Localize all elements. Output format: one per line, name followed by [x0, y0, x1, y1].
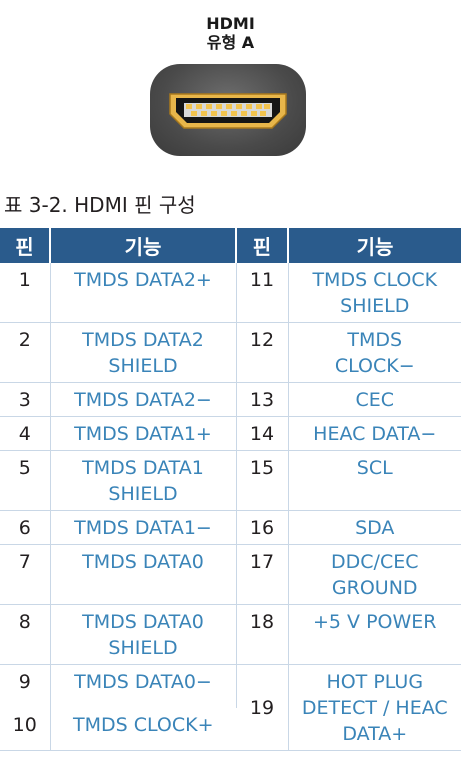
table-row: 8 TMDS DATA0 SHIELD 18 +5 V POWER — [0, 604, 461, 665]
pin-function: TMDS DATA2 SHIELD — [50, 322, 237, 383]
pin-number: 8 — [0, 604, 51, 665]
header-function: 기능 — [50, 228, 237, 263]
pin-function: HEAC DATA− — [288, 416, 461, 451]
table-header-row: 핀 기능 핀 기능 — [0, 228, 461, 263]
table-row: 1 TMDS DATA2+ 11 TMDS CLOCK SHIELD — [0, 263, 461, 323]
table-row: 4 TMDS DATA1+ 14 HEAC DATA− — [0, 416, 461, 451]
table-row: 6 TMDS DATA1− 16 SDA — [0, 510, 461, 545]
pin-function: TMDS DATA0− — [50, 664, 237, 708]
pin-function: TMDS CLOCK− — [288, 322, 461, 383]
hdmi-pin-table: 핀 기능 핀 기능 1 TMDS DATA2+ 11 TMDS CLOCK SH… — [0, 228, 461, 751]
table-row: 5 TMDS DATA1 SHIELD 15 SCL — [0, 450, 461, 511]
pin-function: SDA — [288, 510, 461, 545]
connector-title-line2: 유형 A — [206, 33, 255, 52]
pin-function: TMDS DATA1 SHIELD — [50, 450, 237, 511]
pin-number: 15 — [236, 450, 289, 511]
pin-function: TMDS CLOCK SHIELD — [288, 263, 461, 323]
table-row: 10 TMDS CLOCK+ — [0, 707, 461, 751]
pin-function: DDC/CEC GROUND — [288, 544, 461, 605]
pin-function: TMDS CLOCK+ — [50, 707, 236, 751]
pin-number: 9 — [0, 664, 51, 708]
pin-number: 6 — [0, 510, 51, 545]
pin-number: 10 — [0, 707, 51, 751]
table-row: 9 TMDS DATA0− 19 HOT PLUG DETECT / HEAC … — [0, 664, 461, 751]
connector-title-line1: HDMI — [206, 14, 255, 33]
pin-function: CEC — [288, 382, 461, 417]
table-caption: 표 3-2. HDMI 핀 구성 — [4, 193, 196, 217]
table-row: 3 TMDS DATA2− 13 CEC — [0, 382, 461, 417]
pin-number: 7 — [0, 544, 51, 605]
connector-title: HDMI 유형 A — [0, 14, 461, 52]
pin-number: 18 — [236, 604, 289, 665]
pin-function: TMDS DATA2− — [50, 382, 237, 417]
pin-number: 13 — [236, 382, 289, 417]
pin-number: 4 — [0, 416, 51, 451]
pin-number: 17 — [236, 544, 289, 605]
pin-function: TMDS DATA0 — [50, 544, 237, 605]
header-pin: 핀 — [236, 228, 289, 263]
pin-number: 14 — [236, 416, 289, 451]
header-function: 기능 — [288, 228, 461, 263]
pin-function: TMDS DATA2+ — [50, 263, 237, 323]
pin-number: 11 — [236, 263, 289, 323]
pin-number: 12 — [236, 322, 289, 383]
pin-function: TMDS DATA1+ — [50, 416, 237, 451]
pin-function: TMDS DATA1− — [50, 510, 237, 545]
table-row: 2 TMDS DATA2 SHIELD 12 TMDS CLOCK− — [0, 322, 461, 383]
pin-number: 2 — [0, 322, 51, 383]
pin-function: HOT PLUG DETECT / HEAC DATA+ — [288, 664, 461, 751]
pin-number: 19 — [236, 664, 289, 751]
pin-number: 1 — [0, 263, 51, 323]
pin-number: 16 — [236, 510, 289, 545]
hdmi-type-a-connector-icon — [150, 64, 306, 156]
header-pin: 핀 — [0, 228, 51, 263]
pin-function: SCL — [288, 450, 461, 511]
pin-function: +5 V POWER — [288, 604, 461, 665]
pin-number: 5 — [0, 450, 51, 511]
table-row: 7 TMDS DATA0 17 DDC/CEC GROUND — [0, 544, 461, 605]
pin-function: TMDS DATA0 SHIELD — [50, 604, 237, 665]
pin-number: 3 — [0, 382, 51, 417]
